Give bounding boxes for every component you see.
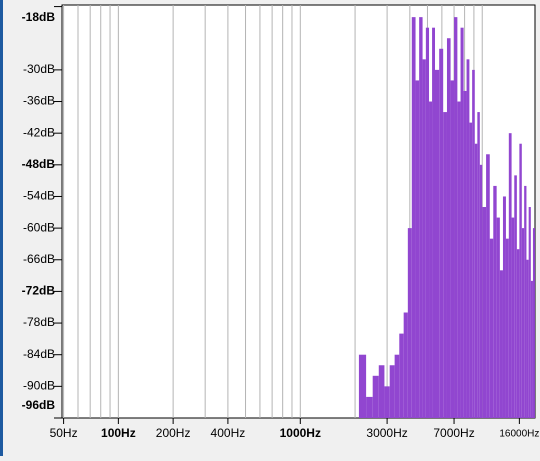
spectrum-bar	[482, 207, 487, 418]
spectrum-bar	[499, 270, 503, 418]
x-tick-label: 50Hz	[50, 426, 78, 440]
spectrum-bar	[493, 185, 497, 418]
y-tick-label: -42dB	[23, 125, 55, 139]
spectrum-bar	[502, 196, 506, 418]
x-tick-label: 16000Hz	[499, 429, 539, 440]
spectrum-bar	[477, 112, 480, 419]
spectrum-bar	[443, 112, 447, 419]
x-tick-label: 1000Hz	[280, 426, 321, 440]
spectrum-bar	[399, 333, 404, 418]
spectrum-bar	[403, 312, 408, 418]
y-tick-label: -18dB	[22, 10, 56, 24]
spectrum-bar	[486, 154, 490, 418]
spectrum-bar	[434, 69, 440, 419]
y-tick-label: -36dB	[23, 94, 55, 108]
spectrum-bar	[422, 59, 426, 419]
spectrum	[358, 17, 535, 419]
spectrum-bar	[358, 354, 367, 418]
spectrum-bar	[460, 27, 464, 418]
spectrum-bar	[530, 280, 533, 418]
y-tick-label: -72dB	[22, 284, 56, 298]
spectrum-bar	[479, 164, 483, 418]
spectrum-bar	[526, 259, 529, 418]
spectrum-bar	[366, 396, 373, 418]
spectrum-bar	[528, 207, 531, 418]
spectrum-bar	[466, 59, 470, 419]
spectrum-bar	[454, 17, 458, 419]
spectrum-bar	[511, 217, 515, 418]
spectrum-bar	[411, 17, 416, 419]
x-tick-label: 7000Hz	[433, 426, 474, 440]
spectrum-bar	[450, 80, 455, 418]
spectrum-bar	[516, 249, 520, 418]
spectrum-bar	[432, 27, 435, 418]
spectrum-bar	[384, 386, 390, 418]
spectrum-bar	[446, 38, 451, 418]
spectrum-bar	[415, 80, 420, 418]
y-tick-label: -54dB	[23, 189, 55, 203]
spectrum-bar	[519, 143, 522, 418]
spectrum-bar	[469, 122, 473, 419]
spectrum-bar	[425, 27, 430, 418]
spectrum-bar	[532, 228, 535, 418]
spectrum-bar	[489, 238, 494, 418]
spectrum-bar	[521, 228, 525, 418]
y-tick-label: -30dB	[23, 62, 55, 76]
x-tick-label: 3000Hz	[366, 426, 407, 440]
y-tick-label: -90dB	[23, 379, 55, 393]
y-tick-label: -66dB	[23, 252, 55, 266]
spectrum-bar	[439, 48, 444, 419]
axes: -18dB -30dB -36dB -42dB -48dB -54dB -60dB -66dB…	[22, 6, 539, 440]
window-edge	[0, 0, 3, 456]
y-tick-label: -78dB	[23, 315, 55, 329]
spectrum-bar	[407, 228, 412, 418]
spectrum-bar	[457, 101, 461, 418]
spectrum-bar	[419, 17, 423, 419]
x-tick-label: 100Hz	[101, 426, 136, 440]
x-tick-label: 200Hz	[156, 426, 191, 440]
spectrum-bar	[505, 238, 509, 418]
spectrum-bar	[474, 143, 478, 418]
spectrum-bar	[463, 90, 467, 418]
y-tick-label: -60dB	[23, 220, 55, 234]
spectrum-bar	[514, 175, 517, 418]
spectrum-bar	[496, 217, 500, 418]
spectrum-bar	[472, 69, 475, 419]
spectrum-bar	[429, 101, 433, 418]
y-tick-label: -48dB	[22, 157, 56, 171]
spectrum-bar	[378, 365, 385, 418]
x-tick-label: 400Hz	[211, 426, 246, 440]
spectrum-bar	[508, 133, 512, 418]
y-tick-label: -96dB	[22, 398, 56, 412]
spectrum-bar	[389, 365, 395, 418]
spectrum-bar	[372, 375, 379, 418]
spectrum-bar	[394, 354, 400, 418]
y-tick-label: -84dB	[23, 347, 55, 361]
spectrum-bar	[524, 185, 527, 418]
